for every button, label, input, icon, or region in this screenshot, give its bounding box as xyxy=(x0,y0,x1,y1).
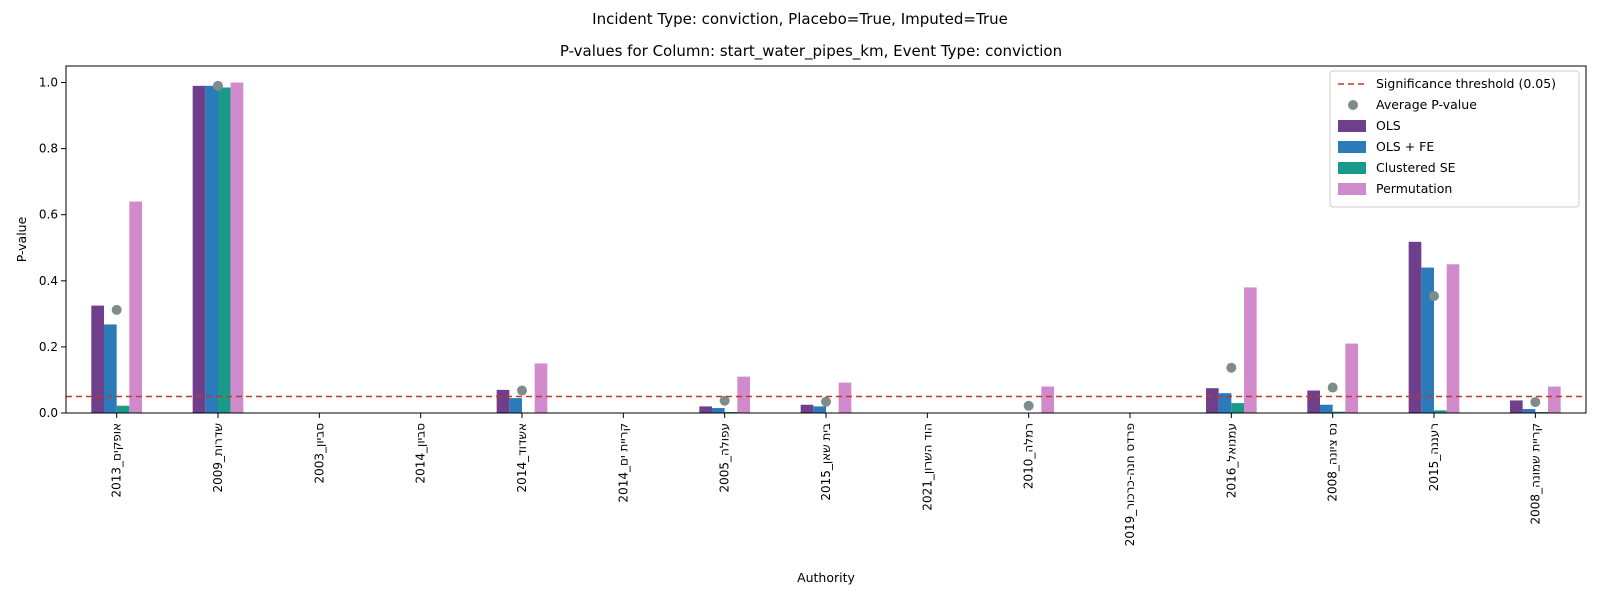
x-axis-label: Authority xyxy=(797,570,855,585)
x-axis: אופקים_2013 שדרות_2009 סביון_2003 סביון_201… xyxy=(110,413,1542,546)
bar-clustered-se xyxy=(1332,411,1346,413)
average-p-value-point xyxy=(213,80,223,91)
x-tick-label: אופקים_2013 xyxy=(110,423,124,498)
x-tick-label: רמלה_2010 xyxy=(1022,423,1036,489)
legend-label: OLS xyxy=(1376,118,1401,133)
bar-permutation xyxy=(737,376,750,413)
bar-ols xyxy=(496,389,510,413)
legend-series-swatch xyxy=(1338,141,1366,153)
x-tick-label: עפולה_2005 xyxy=(718,423,732,492)
legend-series-swatch xyxy=(1338,162,1366,174)
bar-ols-fe xyxy=(104,324,117,413)
bar-clustered-se xyxy=(1434,410,1447,413)
y-tick-label: 0.2 xyxy=(39,340,58,354)
legend-label: OLS + FE xyxy=(1376,139,1434,154)
legend-series-swatch xyxy=(1338,120,1366,132)
bar-clustered-se xyxy=(116,405,130,413)
bar-ols xyxy=(1510,400,1523,413)
bar-clustered-se xyxy=(218,87,231,413)
bar-ols xyxy=(699,406,712,413)
average-p-value-point xyxy=(1023,400,1034,411)
x-tick-label: פרדס חנה-כרכור_2019 xyxy=(1123,423,1137,546)
legend-average-swatch xyxy=(1348,100,1358,110)
bar-permutation xyxy=(838,382,852,413)
x-tick-label: בית שאן_2015 xyxy=(819,423,833,501)
bar-permutation xyxy=(1244,287,1257,413)
bar-ols-fe xyxy=(1320,404,1333,413)
bar-clustered-se xyxy=(1231,403,1244,413)
x-tick-label: רעננה_2015 xyxy=(1427,423,1441,491)
x-tick-label: קריית ים_2014 xyxy=(616,423,630,503)
bar-permutation xyxy=(1446,264,1460,413)
legend-label: Permutation xyxy=(1376,181,1452,196)
bar-ols-fe xyxy=(1522,409,1536,413)
bar-ols-fe xyxy=(1421,267,1434,413)
average-p-value-point xyxy=(517,385,527,396)
x-tick-label: סביון_2003 xyxy=(312,423,326,484)
bar-ols-fe xyxy=(712,408,725,413)
legend-label: Average P-value xyxy=(1376,97,1477,112)
bar-permutation xyxy=(1041,386,1054,413)
legend-label: Clustered SE xyxy=(1376,160,1456,175)
y-axis-label: P-value xyxy=(14,216,29,262)
x-tick-label: נס ציונה_2008 xyxy=(1326,423,1340,502)
bar-permutation xyxy=(1345,343,1358,413)
bar-ols-fe xyxy=(813,406,826,413)
legend-box xyxy=(1329,70,1580,208)
bar-ols-fe xyxy=(205,85,218,413)
x-tick-label: עמנואל_2016 xyxy=(1224,423,1238,498)
y-tick-label: 0.6 xyxy=(39,208,58,222)
average-p-value-point xyxy=(1327,382,1338,393)
bars-layer xyxy=(91,82,1561,414)
bar-ols xyxy=(1408,241,1422,413)
average-p-value-point xyxy=(1226,362,1237,373)
bar-ols xyxy=(1206,388,1219,413)
bar-ols-fe xyxy=(1218,393,1232,413)
x-tick-label: שדרות_2009 xyxy=(211,423,225,493)
x-tick-label: קריית שמונה_2008 xyxy=(1528,423,1542,524)
average-p-value-point xyxy=(1429,291,1439,302)
y-tick-label: 0.8 xyxy=(39,142,58,156)
average-p-value-point xyxy=(719,395,730,406)
y-tick-label: 0.0 xyxy=(39,406,58,420)
average-p-value-point xyxy=(111,304,122,315)
chart-suptitle: Incident Type: conviction, Placebo=True,… xyxy=(592,10,1008,28)
average-p-value-point xyxy=(821,396,831,407)
bar-ols xyxy=(192,85,206,413)
bar-permutation xyxy=(230,82,244,414)
legend-label: Significance threshold (0.05) xyxy=(1376,76,1556,91)
average-p-value-point xyxy=(1530,397,1541,408)
x-tick-label: סביון_2014 xyxy=(414,423,428,484)
x-tick-label: הוד השרון_2021 xyxy=(920,423,934,511)
y-tick-label: 0.4 xyxy=(39,274,58,288)
bar-ols xyxy=(1307,390,1320,413)
chart-title: P-values for Column: start_water_pipes_k… xyxy=(560,42,1062,61)
bar-permutation xyxy=(1548,386,1561,413)
bar-permutation xyxy=(534,363,548,413)
y-axis: 0.0 0.2 0.4 0.6 0.8 1.0 xyxy=(39,76,66,420)
bar-permutation xyxy=(129,201,142,413)
legend-series-swatch xyxy=(1338,183,1366,195)
y-tick-label: 1.0 xyxy=(39,76,58,90)
bar-ols xyxy=(800,404,814,413)
bar-ols-fe xyxy=(509,398,522,413)
bar-ols xyxy=(91,305,104,413)
x-tick-label: אשדוד_2014 xyxy=(515,423,529,492)
average-markers-layer xyxy=(111,80,1541,411)
legend: Significance threshold (0.05) Average P-v… xyxy=(1329,70,1580,208)
